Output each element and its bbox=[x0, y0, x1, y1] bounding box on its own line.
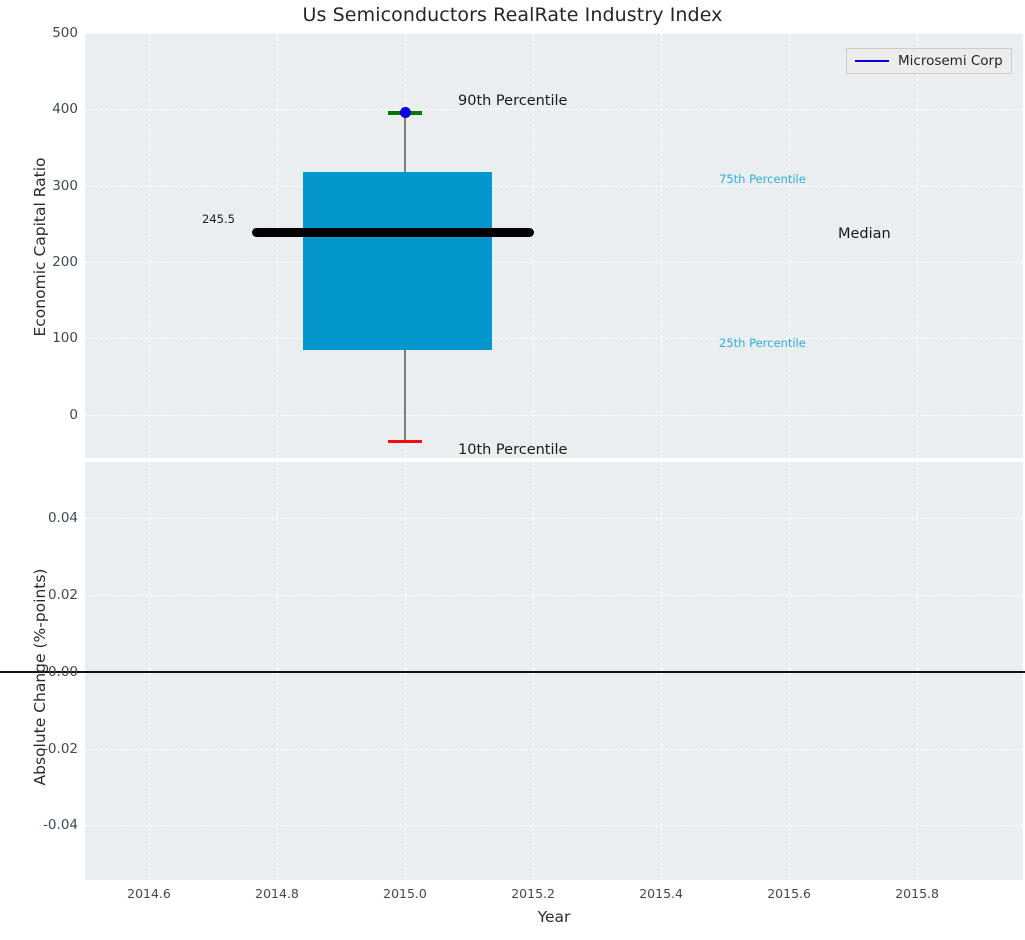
gridline-y-0 bbox=[85, 414, 1023, 416]
annotation-10th-percentile: 10th Percentile bbox=[458, 442, 568, 458]
x-axis-title: Year bbox=[537, 908, 571, 926]
xtick-2015-2: 2015.2 bbox=[511, 886, 555, 901]
xtick-2015-4: 2015.4 bbox=[639, 886, 683, 901]
plot-area-economic-capital-ratio: 90th Percentile 75th Percentile Median 2… bbox=[85, 33, 1023, 458]
ytick-500: 500 bbox=[52, 25, 78, 41]
ytick-200: 200 bbox=[52, 253, 78, 270]
xtick-2015-6: 2015.6 bbox=[767, 886, 811, 901]
legend-swatch-microsemi-corp bbox=[855, 60, 889, 62]
microsemi-corp-marker[interactable] bbox=[399, 106, 411, 118]
median-line bbox=[252, 227, 534, 237]
y-axis-title-absolute-change: Absolute Change (%-points) bbox=[31, 568, 49, 786]
gridline-x-2015-6 bbox=[789, 33, 791, 458]
ytick-change-0-04: 0.04 bbox=[47, 510, 78, 527]
gridline-y-200 bbox=[85, 261, 1023, 263]
legend-label-microsemi-corp: Microsemi Corp bbox=[898, 53, 1003, 69]
percentile-10-cap bbox=[388, 439, 422, 443]
gridline-x-2014-8 bbox=[277, 33, 278, 458]
chart-title: Us Semiconductors RealRate Industry Inde… bbox=[302, 4, 723, 26]
gridline-y-500 bbox=[85, 33, 1023, 34]
zero-reference-line bbox=[0, 670, 1025, 673]
gridline-change-neg-0-02 bbox=[85, 748, 1023, 750]
ytick-0: 0 bbox=[69, 406, 78, 423]
gridline-change-0-04 bbox=[85, 518, 1023, 520]
ytick-change-0-00: 0.00 bbox=[47, 663, 78, 680]
gridline-x-2014-6 bbox=[149, 33, 150, 458]
gridline-x-2015-8 bbox=[917, 33, 919, 458]
annotation-75th-percentile: 75th Percentile bbox=[719, 172, 806, 186]
xtick-2015-8: 2015.8 bbox=[895, 886, 939, 901]
ytick-400: 400 bbox=[52, 101, 78, 118]
gridline-x-2015-2 bbox=[533, 33, 535, 458]
annotation-median-value: 245.5 bbox=[202, 212, 235, 226]
xtick-2014-8: 2014.8 bbox=[255, 886, 299, 901]
gridline-change-neg-0-04 bbox=[85, 825, 1023, 827]
ytick-100: 100 bbox=[52, 330, 78, 347]
ytick-change-neg-0-04: -0.04 bbox=[43, 817, 78, 834]
ytick-change-0-02: 0.02 bbox=[47, 586, 78, 603]
annotation-median: Median bbox=[838, 226, 891, 242]
ytick-300: 300 bbox=[52, 177, 78, 194]
annotation-90th-percentile: 90th Percentile bbox=[458, 93, 568, 109]
plot-area-absolute-change bbox=[0, 462, 1025, 880]
interquartile-box bbox=[303, 171, 492, 350]
gridline-y-300 bbox=[85, 185, 1023, 187]
chart-legend[interactable]: Microsemi Corp bbox=[846, 48, 1012, 74]
gridline-x-2015-4 bbox=[661, 33, 663, 458]
gridline-y-400 bbox=[85, 109, 1023, 111]
y-axis-title-economic-capital-ratio: Economic Capital Ratio bbox=[31, 157, 49, 337]
xtick-2014-6: 2014.6 bbox=[127, 886, 171, 901]
ytick-change-neg-0-02: -0.02 bbox=[43, 740, 78, 757]
gridline-change-0-02 bbox=[85, 594, 1023, 596]
xtick-2015-0: 2015.0 bbox=[383, 886, 427, 901]
annotation-25th-percentile: 25th Percentile bbox=[719, 336, 806, 350]
gridline-y-100 bbox=[85, 338, 1023, 340]
